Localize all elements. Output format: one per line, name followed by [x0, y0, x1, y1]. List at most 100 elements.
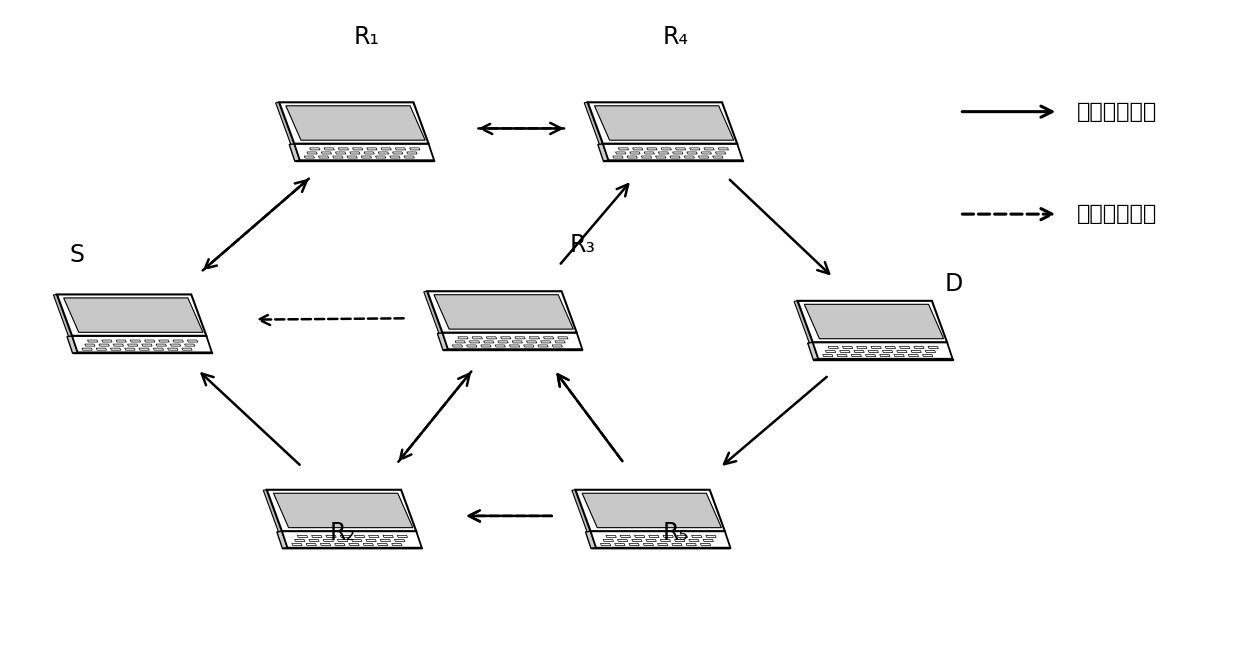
Polygon shape [543, 337, 554, 339]
Text: 接收方信息流: 接收方信息流 [1076, 204, 1157, 224]
Polygon shape [275, 102, 294, 144]
Polygon shape [879, 355, 890, 357]
Polygon shape [684, 156, 694, 158]
Polygon shape [381, 148, 392, 150]
Polygon shape [443, 349, 583, 350]
Polygon shape [658, 152, 668, 154]
Polygon shape [376, 156, 386, 158]
Polygon shape [556, 341, 565, 343]
Polygon shape [606, 536, 616, 537]
Polygon shape [397, 536, 408, 537]
Polygon shape [332, 156, 343, 158]
Polygon shape [868, 351, 878, 353]
Polygon shape [656, 156, 666, 158]
Polygon shape [866, 355, 875, 357]
Polygon shape [715, 152, 725, 154]
Polygon shape [67, 336, 78, 353]
Polygon shape [469, 341, 480, 343]
Polygon shape [281, 531, 422, 548]
Polygon shape [319, 156, 329, 158]
Polygon shape [309, 539, 319, 541]
Polygon shape [677, 536, 688, 537]
Polygon shape [629, 543, 640, 545]
Polygon shape [495, 345, 506, 347]
Polygon shape [515, 337, 526, 339]
Polygon shape [797, 301, 947, 342]
Polygon shape [501, 337, 511, 339]
Polygon shape [424, 291, 443, 333]
Polygon shape [443, 333, 583, 349]
Polygon shape [72, 336, 212, 352]
Polygon shape [368, 536, 379, 537]
Polygon shape [352, 539, 362, 541]
Polygon shape [615, 543, 625, 545]
Polygon shape [646, 539, 656, 541]
Polygon shape [389, 156, 401, 158]
Polygon shape [604, 160, 743, 161]
Polygon shape [378, 152, 388, 154]
Text: R₃: R₃ [570, 233, 596, 257]
Polygon shape [498, 341, 508, 343]
Polygon shape [619, 148, 629, 150]
Polygon shape [644, 152, 655, 154]
Polygon shape [594, 106, 734, 140]
Polygon shape [130, 340, 140, 342]
Polygon shape [585, 531, 596, 548]
Polygon shape [159, 340, 169, 342]
Polygon shape [486, 337, 497, 339]
Polygon shape [644, 543, 653, 545]
Polygon shape [584, 102, 603, 144]
Polygon shape [286, 106, 425, 140]
Polygon shape [512, 341, 522, 343]
Polygon shape [672, 543, 682, 545]
Polygon shape [588, 102, 737, 143]
Polygon shape [434, 295, 573, 329]
Polygon shape [453, 345, 463, 347]
Polygon shape [657, 543, 668, 545]
Polygon shape [326, 536, 336, 537]
Polygon shape [706, 536, 717, 537]
Polygon shape [267, 490, 417, 531]
Polygon shape [826, 351, 836, 353]
Polygon shape [145, 340, 155, 342]
Polygon shape [813, 359, 952, 360]
Polygon shape [854, 351, 864, 353]
Polygon shape [154, 348, 164, 350]
Polygon shape [320, 543, 331, 545]
Polygon shape [363, 543, 373, 545]
Polygon shape [295, 160, 434, 161]
Polygon shape [839, 351, 849, 353]
Polygon shape [541, 341, 551, 343]
Polygon shape [306, 543, 316, 545]
Polygon shape [407, 152, 417, 154]
Polygon shape [701, 543, 711, 545]
Polygon shape [174, 340, 184, 342]
Polygon shape [523, 345, 534, 347]
Polygon shape [718, 148, 729, 150]
Text: R₅: R₅ [662, 521, 688, 545]
Polygon shape [897, 351, 908, 353]
Text: S: S [69, 243, 84, 267]
Polygon shape [484, 341, 494, 343]
Polygon shape [279, 102, 429, 143]
Polygon shape [117, 340, 126, 342]
Polygon shape [277, 531, 288, 548]
Polygon shape [635, 536, 645, 537]
Polygon shape [365, 152, 374, 154]
Polygon shape [170, 344, 181, 346]
Polygon shape [701, 152, 712, 154]
Polygon shape [925, 351, 936, 353]
Polygon shape [851, 355, 862, 357]
Polygon shape [336, 152, 346, 154]
Polygon shape [647, 148, 657, 150]
Polygon shape [340, 536, 351, 537]
Polygon shape [692, 536, 702, 537]
Polygon shape [294, 143, 434, 160]
Polygon shape [125, 348, 135, 350]
Polygon shape [883, 351, 893, 353]
Polygon shape [392, 543, 402, 545]
Polygon shape [923, 355, 932, 357]
Polygon shape [686, 543, 697, 545]
Polygon shape [337, 539, 347, 541]
Polygon shape [688, 539, 699, 541]
